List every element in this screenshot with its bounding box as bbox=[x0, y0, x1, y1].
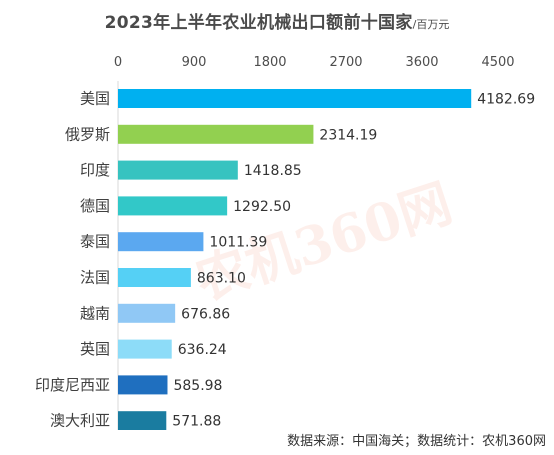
bar bbox=[118, 232, 204, 252]
bar bbox=[118, 89, 472, 108]
value-label: 676.86 bbox=[181, 306, 230, 322]
chart-title-text: 2023年上半年农业机械出口额前十国家 bbox=[104, 13, 413, 33]
value-label: 636.24 bbox=[178, 342, 227, 358]
x-tick-label: 2700 bbox=[329, 55, 362, 70]
value-label: 1011.39 bbox=[209, 235, 267, 251]
category-label: 越南 bbox=[80, 304, 110, 322]
category-label: 印度尼西亚 bbox=[35, 376, 110, 394]
category-label: 法国 bbox=[80, 269, 110, 287]
bar bbox=[118, 196, 228, 216]
category-label: 美国 bbox=[80, 90, 110, 108]
value-label: 585.98 bbox=[173, 378, 222, 394]
category-label: 泰国 bbox=[80, 233, 110, 251]
category-label: 俄罗斯 bbox=[65, 125, 110, 143]
bar-chart: 0 900 1800 2700 3600 4500 美国 4182.69 俄罗斯 2314.19 印… bbox=[35, 55, 535, 430]
value-label: 1292.50 bbox=[233, 199, 291, 215]
bar bbox=[118, 339, 172, 359]
value-label: 4182.69 bbox=[477, 92, 535, 108]
category-label: 印度 bbox=[80, 161, 110, 179]
bar bbox=[118, 411, 167, 430]
category-label: 澳大利亚 bbox=[50, 412, 110, 430]
bar bbox=[118, 303, 176, 323]
x-tick-label: 1800 bbox=[253, 55, 286, 70]
value-label: 863.10 bbox=[197, 271, 246, 287]
x-tick-label: 3600 bbox=[405, 55, 438, 70]
category-label: 德国 bbox=[80, 197, 110, 215]
x-tick-label: 0 bbox=[114, 55, 122, 70]
value-label: 571.88 bbox=[172, 414, 221, 430]
bar bbox=[118, 375, 168, 395]
category-label: 英国 bbox=[80, 340, 110, 358]
x-tick-label: 4500 bbox=[481, 55, 514, 70]
source-note: 数据来源：中国海关；数据统计：农机360网 bbox=[287, 434, 546, 449]
chart-unit: /百万元 bbox=[412, 18, 450, 31]
bar bbox=[118, 268, 191, 287]
value-label: 1418.85 bbox=[244, 163, 302, 179]
bar bbox=[118, 160, 238, 180]
x-tick-label: 900 bbox=[182, 55, 207, 70]
value-label: 2314.19 bbox=[319, 127, 377, 143]
chart-title: 2023年上半年农业机械出口额前十国家/百万元 bbox=[0, 8, 554, 33]
bar bbox=[118, 124, 314, 144]
